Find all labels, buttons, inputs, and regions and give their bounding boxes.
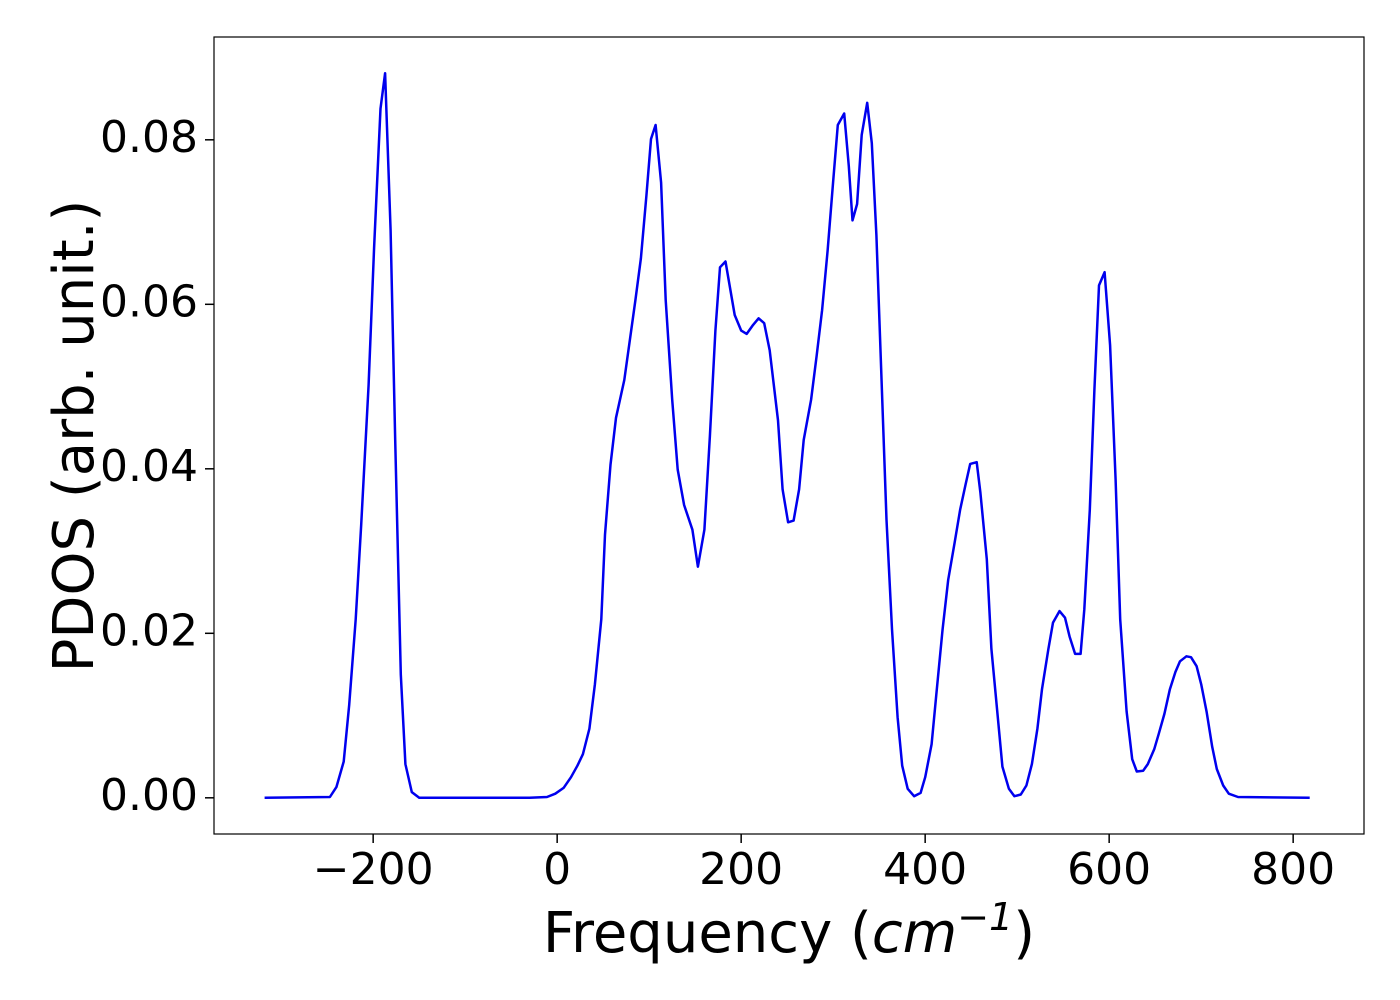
x-tick-label: 200 [699,844,783,895]
x-tick-label: −200 [313,844,434,895]
data-line [264,71,1310,800]
y-axis-label: PDOS (arb. unit.) [42,200,107,673]
x-label-text: Frequency ( [543,901,872,966]
y-tick-label: 0.04 [100,441,198,492]
x-label-close: ) [1013,901,1035,966]
y-tick-label: 0.06 [100,276,198,327]
y-tick-label: 0.02 [100,605,198,656]
x-axis-label: Frequency (cm−1) [543,895,1035,966]
plot-frame [213,36,1365,835]
x-tick-label: 600 [1067,844,1151,895]
x-label-exponent: −1 [957,895,1013,939]
x-tick-label: 800 [1251,844,1335,895]
x-label-unit: cm [872,901,957,966]
x-tick-label: 400 [883,844,967,895]
x-tick-label: 0 [543,844,571,895]
y-tick-label: 0.08 [100,112,198,163]
y-tick-label: 0.00 [100,770,198,821]
